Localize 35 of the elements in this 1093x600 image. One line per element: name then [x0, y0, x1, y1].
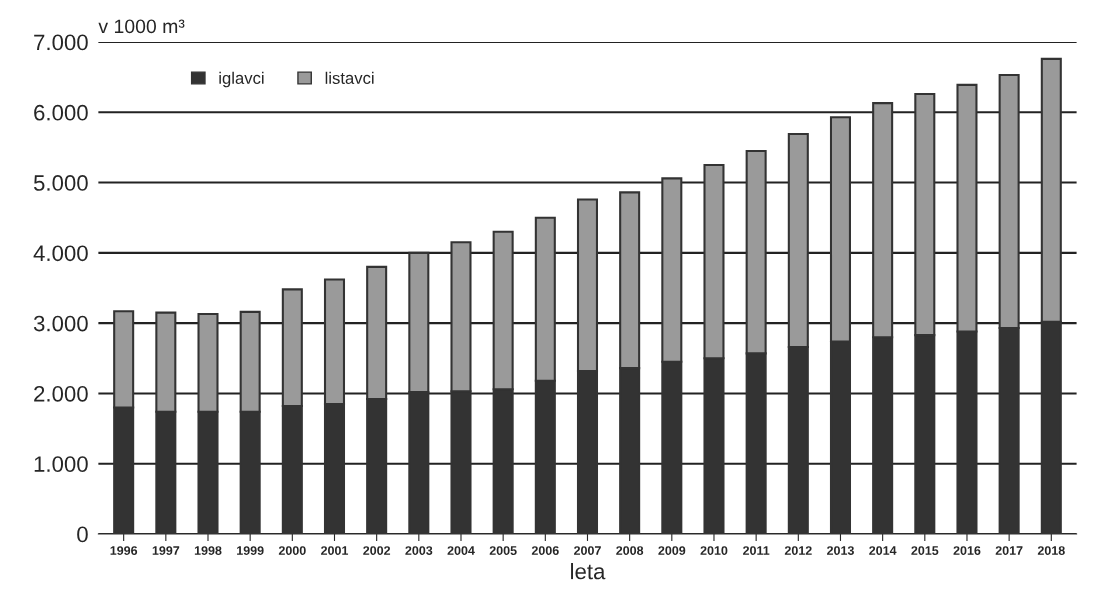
x-tick-label: 2006 — [531, 546, 559, 555]
x-tick-label: 2009 — [658, 546, 686, 555]
y-tick-label: 4.000 — [33, 245, 88, 262]
x-tick-label: 1996 — [110, 546, 138, 555]
x-tick-label: 2014 — [869, 546, 897, 555]
y-axis-title: v 1000 m³ — [98, 19, 185, 34]
x-tick-label: 2004 — [447, 546, 475, 555]
x-tick-label: 2008 — [616, 546, 644, 555]
x-tick-label: 2001 — [321, 546, 349, 555]
y-tick-label: 5.000 — [33, 175, 88, 191]
x-tick-label: 2011 — [743, 546, 770, 555]
x-tick-label: 2002 — [363, 546, 391, 555]
x-tick-label: 1997 — [152, 546, 180, 555]
x-tick-label: 2000 — [278, 546, 306, 555]
x-tick-label: 2003 — [405, 546, 433, 555]
legend-label: listavci — [325, 71, 374, 84]
x-tick-label: 2010 — [700, 546, 728, 555]
y-tick-label: 3.000 — [33, 315, 88, 332]
y-tick-label: 6.000 — [34, 104, 88, 121]
x-axis-title: leta — [571, 563, 606, 580]
x-tick-label: 2016 — [953, 546, 981, 555]
x-tick-label: 2007 — [574, 546, 601, 555]
x-tick-label: 1998 — [194, 546, 222, 555]
y-tick-label: 2.000 — [34, 385, 88, 402]
x-tick-label: 2005 — [489, 546, 517, 555]
x-tick-label: 2012 — [784, 546, 812, 555]
y-tick-label: 1.000 — [34, 456, 88, 472]
x-tick-label: 1999 — [237, 546, 264, 555]
x-tick-label: 2018 — [1037, 546, 1065, 555]
y-tick-label: 0 — [77, 526, 88, 543]
x-tick-label: 2017 — [995, 546, 1023, 555]
x-tick-label: 2013 — [827, 546, 854, 555]
legend-label: iglavci — [219, 71, 264, 88]
y-tick-label: 7.000 — [34, 34, 88, 51]
x-tick-label: 2015 — [911, 546, 939, 555]
